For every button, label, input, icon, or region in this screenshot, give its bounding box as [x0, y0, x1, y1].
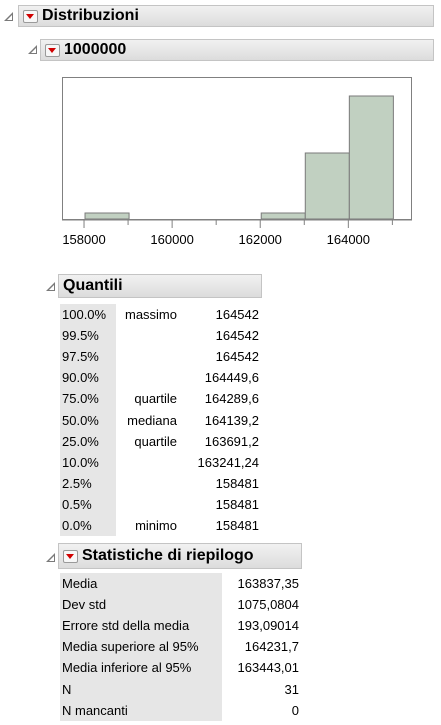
summary-row: N 31: [0, 679, 441, 700]
quantile-row: 97.5% 164542: [0, 346, 441, 367]
summary-row: Media inferiore al 95% 163443,01: [0, 657, 441, 678]
summary-row: N mancanti 0: [0, 700, 441, 721]
summary-row: Dev std 1075,0804: [0, 594, 441, 615]
quantile-value: 164289,6: [204, 391, 259, 407]
quantile-row: 0.5% 158481: [0, 494, 441, 515]
red-triangle-menu-icon[interactable]: [23, 9, 38, 23]
quantile-percent: 10.0%: [62, 454, 99, 470]
quantile-label: minimo: [135, 518, 177, 533]
quantili-header[interactable]: Quantili: [58, 274, 262, 298]
summary-value: 0: [291, 702, 299, 718]
x-tick-label: 158000: [62, 232, 106, 247]
statistiche-title: Statistiche di riepilogo: [82, 547, 254, 564]
quantile-percent: 90.0%: [62, 370, 99, 386]
disclosure-icon[interactable]: [28, 45, 37, 54]
quantile-value: 164139,2: [204, 412, 259, 428]
quantile-row: 75.0% quartile 164289,6: [0, 388, 441, 409]
quantile-row: 90.0% 164449,6: [0, 367, 441, 388]
quantile-value: 163241,24: [197, 454, 259, 470]
quantile-percent: 100.0%: [62, 307, 107, 322]
summary-value: 31: [284, 681, 299, 697]
summary-row: Errore std della media 193,09014: [0, 615, 441, 636]
summary-value: 163443,01: [237, 660, 299, 676]
quantile-value: 164542: [215, 349, 259, 365]
summary-label: N: [62, 681, 72, 697]
quantile-percent: 75.0%: [62, 391, 99, 407]
quantile-percent: 2.5%: [62, 475, 92, 491]
quantile-percent: 25.0%: [62, 433, 99, 449]
quantile-value: 164542: [215, 328, 259, 344]
summary-label: N mancanti: [62, 702, 128, 718]
histogram-frame: [62, 77, 412, 220]
summary-label: Media inferiore al 95%: [62, 660, 192, 676]
summary-label: Media: [62, 576, 98, 591]
quantile-label: massimo: [124, 307, 177, 322]
red-triangle-menu-icon[interactable]: [45, 43, 60, 57]
distribuzioni-header[interactable]: Distribuzioni: [18, 5, 434, 27]
red-triangle-menu-icon[interactable]: [63, 549, 78, 563]
quantile-label: quartile: [134, 391, 177, 407]
variable-header[interactable]: 1000000: [40, 39, 434, 61]
summary-value: 164231,7: [244, 639, 299, 655]
quantile-pct-column-bg: [60, 304, 116, 536]
histogram-bar[interactable]: [304, 152, 350, 219]
summary-label: Errore std della media: [62, 618, 190, 634]
quantili-title: Quantili: [63, 277, 123, 294]
quantile-row: 100.0% massimo 164542: [0, 304, 441, 325]
quantile-label: quartile: [134, 433, 177, 449]
x-tick-label: 160000: [150, 232, 194, 247]
disclosure-icon[interactable]: [46, 282, 55, 291]
variable-name: 1000000: [64, 41, 127, 58]
summary-value: 193,09014: [237, 618, 299, 634]
summary-row: Media superiore al 95% 164231,7: [0, 636, 441, 657]
quantile-row: 99.5% 164542: [0, 325, 441, 346]
summary-value: 163837,35: [237, 576, 299, 591]
quantile-value: 158481: [215, 475, 259, 491]
summary-row: Media 163837,35: [0, 573, 441, 594]
quantile-value: 164542: [215, 307, 259, 322]
x-tick-label: 162000: [238, 232, 282, 247]
summary-label-column-bg: [60, 573, 222, 721]
quantile-row: 50.0% mediana 164139,2: [0, 410, 441, 431]
quantile-row: 10.0% 163241,24: [0, 452, 441, 473]
x-tick-label: 164000: [326, 232, 371, 247]
statistiche-header[interactable]: Statistiche di riepilogo: [58, 543, 302, 569]
disclosure-icon[interactable]: [46, 553, 55, 562]
quantile-percent: 99.5%: [62, 328, 99, 344]
quantile-percent: 50.0%: [62, 412, 99, 428]
quantile-percent: 0.0%: [62, 518, 92, 533]
quantile-row: 25.0% quartile 163691,2: [0, 431, 441, 452]
x-axis: [62, 219, 412, 228]
histogram-bar[interactable]: [84, 212, 130, 219]
quantile-label: mediana: [127, 412, 177, 428]
disclosure-icon[interactable]: [4, 12, 13, 21]
quantile-percent: 97.5%: [62, 349, 99, 365]
quantile-value: 158481: [215, 496, 259, 512]
quantile-row: 0.0% minimo 158481: [0, 515, 441, 536]
summary-value: 1075,0804: [237, 597, 299, 613]
quantile-value: 163691,2: [204, 433, 259, 449]
report-title: Distribuzioni: [42, 7, 139, 24]
quantile-value: 164449,6: [204, 370, 259, 386]
quantile-percent: 0.5%: [62, 496, 92, 512]
histogram-bar[interactable]: [348, 95, 394, 219]
quantile-row: 2.5% 158481: [0, 473, 441, 494]
summary-label: Media superiore al 95%: [62, 639, 199, 655]
histogram-chart: [84, 95, 394, 219]
quantile-value: 158481: [215, 518, 259, 533]
summary-label: Dev std: [62, 597, 107, 613]
